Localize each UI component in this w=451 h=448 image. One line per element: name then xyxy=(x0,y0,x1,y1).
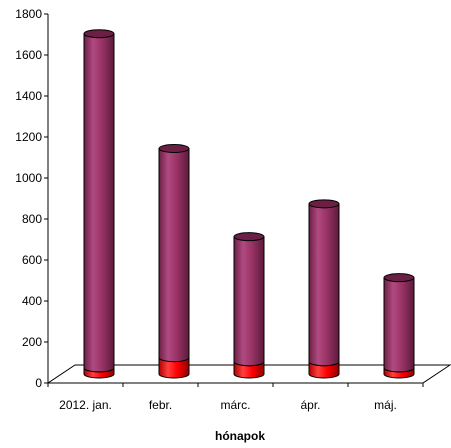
bar-stack xyxy=(158,144,190,379)
x-tick-label: 2012. jan. xyxy=(59,398,112,412)
y-tick-label: 800 xyxy=(22,212,42,226)
bar-body xyxy=(308,361,340,379)
bar-segment-purple xyxy=(308,199,340,367)
bar-stack xyxy=(233,232,265,379)
bar-segment-purple xyxy=(83,29,115,373)
x-tick-label: febr. xyxy=(149,398,172,412)
bar-body xyxy=(158,148,190,363)
y-tick-label: 0 xyxy=(35,376,42,390)
y-tick-label: 1800 xyxy=(15,7,42,21)
bar-body xyxy=(158,357,190,379)
bar-segment-purple xyxy=(233,232,265,367)
bar-body xyxy=(233,361,265,379)
y-tick-label: 1600 xyxy=(15,48,42,62)
x-tick-label: márc. xyxy=(221,398,251,412)
x-tick-label: máj. xyxy=(374,398,397,412)
y-tick-label: 1200 xyxy=(15,130,42,144)
labels: 0 200 400 600 800 1000 1200 1400 1600 1800 2012. j… xyxy=(15,7,397,412)
bar-cap xyxy=(83,29,115,39)
bar-cap xyxy=(308,199,340,209)
x-axis-title: hónapok xyxy=(215,429,265,443)
bar-cap xyxy=(383,273,415,283)
x-tick-label: ápr. xyxy=(300,398,320,412)
y-tick-label: 400 xyxy=(22,294,42,308)
bar-stack xyxy=(383,273,415,379)
bar-segment-purple xyxy=(383,273,415,373)
y-tick-label: 1400 xyxy=(15,89,42,103)
bar-segment-purple xyxy=(158,144,190,363)
bar-stack xyxy=(83,29,115,379)
bar-stack xyxy=(308,199,340,379)
bars xyxy=(83,29,415,379)
bar-body xyxy=(233,236,265,367)
bar-body xyxy=(308,203,340,367)
y-tick-label: 200 xyxy=(22,335,42,349)
y-tick-label: 600 xyxy=(22,253,42,267)
bar-body xyxy=(83,33,115,373)
bar-cap xyxy=(158,144,190,153)
bar-body xyxy=(383,277,415,373)
y-tick-label: 1000 xyxy=(15,171,42,185)
bar-cap xyxy=(233,232,265,242)
